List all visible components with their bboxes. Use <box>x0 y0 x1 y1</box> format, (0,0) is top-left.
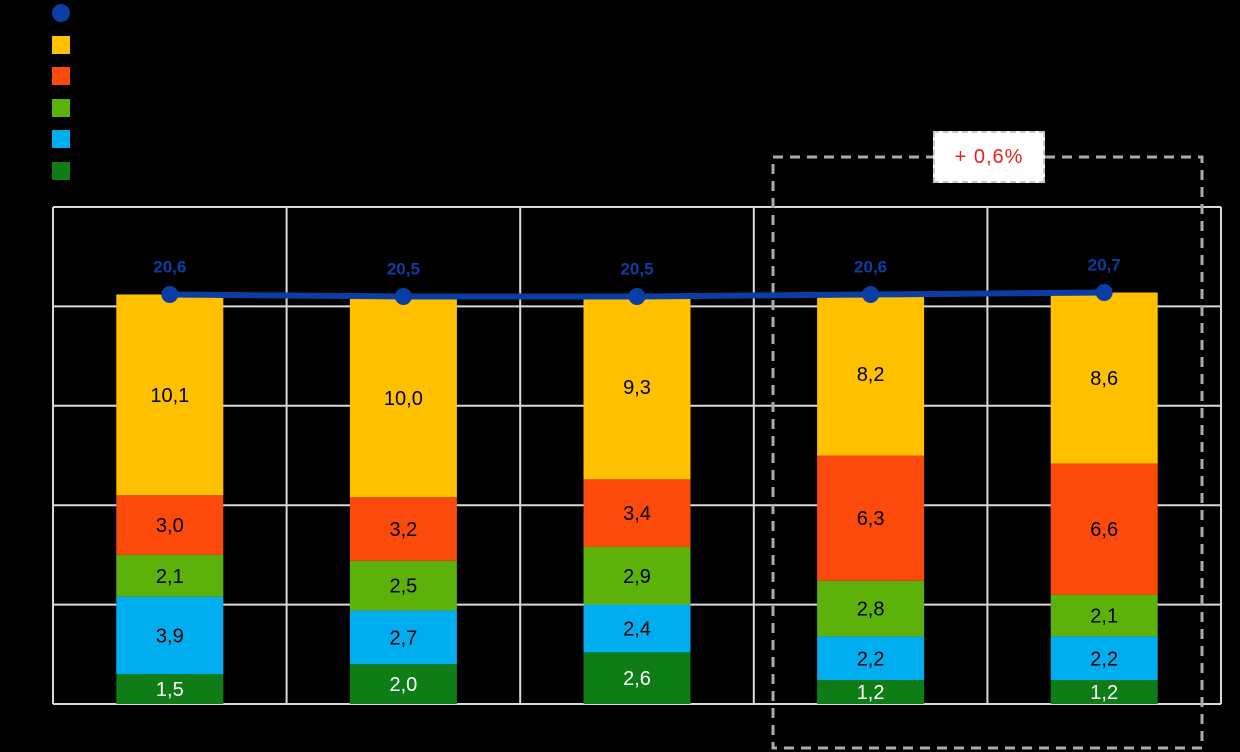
bar-segment-segment-green <box>116 554 224 597</box>
bar-segment-segment-orange <box>116 495 224 555</box>
bar-segment-segment-darkgreen <box>583 652 691 704</box>
bar-segment-label: 6,3 <box>857 508 885 530</box>
bar-segment-label: 2,9 <box>623 566 651 588</box>
line-marker <box>394 287 412 305</box>
bar-segment-label: 3,0 <box>156 515 184 537</box>
bar-segment-label: 1,5 <box>156 679 184 701</box>
bar-segment-label: 10,0 <box>384 388 423 410</box>
bar-segment-segment-orange <box>1050 463 1158 595</box>
bar-segment-segment-orange <box>349 497 457 561</box>
bar-segment-segment-cyan <box>1050 636 1158 681</box>
bar-segment-label: 3,2 <box>389 519 417 541</box>
bar-segment-label: 8,6 <box>1090 368 1118 390</box>
bar-segment-segment-cyan <box>116 596 224 675</box>
annotation-change-label: + 0,6% <box>954 145 1024 168</box>
bar-segment-label: 9,3 <box>623 377 651 399</box>
bar-segment-segment-green <box>583 546 691 605</box>
line-value-label: 20,5 <box>620 259 653 278</box>
legend-square-icon <box>52 35 70 54</box>
bar-segment-segment-darkgreen <box>116 674 224 704</box>
bar-segment-label: 2,2 <box>857 648 885 670</box>
line-value-label: 20,7 <box>1088 255 1121 274</box>
bar-segment-label: 8,2 <box>857 364 885 386</box>
legend-item-segment-cyan <box>52 130 70 148</box>
bar-segment-segment-green <box>349 560 457 611</box>
legend-item-segment-darkgreen <box>52 161 70 180</box>
annotation-change-box: + 0,6% <box>933 131 1045 183</box>
line-marker <box>862 285 880 303</box>
bar-segment-label: 10,1 <box>150 385 189 407</box>
line-value-label: 20,6 <box>854 257 887 276</box>
line-marker <box>161 285 179 303</box>
legend-item-segment-green <box>52 98 70 117</box>
bar-segment-label: 2,0 <box>389 674 417 696</box>
legend-item-segment-orange <box>52 67 70 85</box>
bar-segment-segment-yellow <box>583 294 691 480</box>
legend-square-icon <box>52 98 70 117</box>
bar-segment-label: 3,4 <box>623 503 651 525</box>
bar-segment-label: 6,6 <box>1090 519 1118 541</box>
legend-item-line-total <box>52 4 70 22</box>
legend-circle-icon <box>52 4 70 22</box>
line-value-label: 20,6 <box>153 257 186 276</box>
bar-segment-segment-orange <box>817 455 925 581</box>
bar-segment-label: 2,8 <box>857 599 885 621</box>
bar-segment-label: 3,9 <box>156 625 184 647</box>
bar-segment-segment-yellow <box>817 292 925 456</box>
bar-segment-label: 2,7 <box>389 627 417 649</box>
line-value-label: 20,5 <box>387 259 420 278</box>
bar-segment-segment-yellow <box>349 298 457 498</box>
bar-segment-segment-cyan <box>583 604 691 653</box>
bar-segment-label: 1,2 <box>857 682 885 704</box>
bar-segment-label: 2,1 <box>1090 606 1118 628</box>
legend-square-icon <box>52 161 70 180</box>
bar-segment-label: 1,2 <box>1090 682 1118 704</box>
bar-segment-label: 2,2 <box>1090 648 1118 670</box>
bar-segment-label: 2,1 <box>156 566 184 588</box>
bar-segment-segment-darkgreen <box>817 680 925 704</box>
bar-segment-segment-cyan <box>349 610 457 665</box>
bar-segment-segment-green <box>1050 594 1158 637</box>
legend-item-segment-yellow <box>52 35 70 54</box>
bar-segment-segment-yellow <box>1050 292 1158 464</box>
bar-segment-segment-green <box>817 580 925 637</box>
line-marker <box>1095 283 1113 301</box>
bar-segment-segment-darkgreen <box>349 664 457 704</box>
bar-segment-segment-darkgreen <box>1050 680 1158 704</box>
line-marker <box>628 287 646 305</box>
bar-segment-label: 2,6 <box>623 668 651 690</box>
bar-segment-label: 2,4 <box>623 618 651 640</box>
bar-segment-segment-orange <box>583 479 691 547</box>
bar-segment-segment-yellow <box>116 294 224 496</box>
bar-segment-label: 2,5 <box>389 576 417 598</box>
legend-square-icon <box>52 67 70 85</box>
legend-square-icon <box>52 130 70 148</box>
bar-segment-segment-cyan <box>817 636 925 681</box>
